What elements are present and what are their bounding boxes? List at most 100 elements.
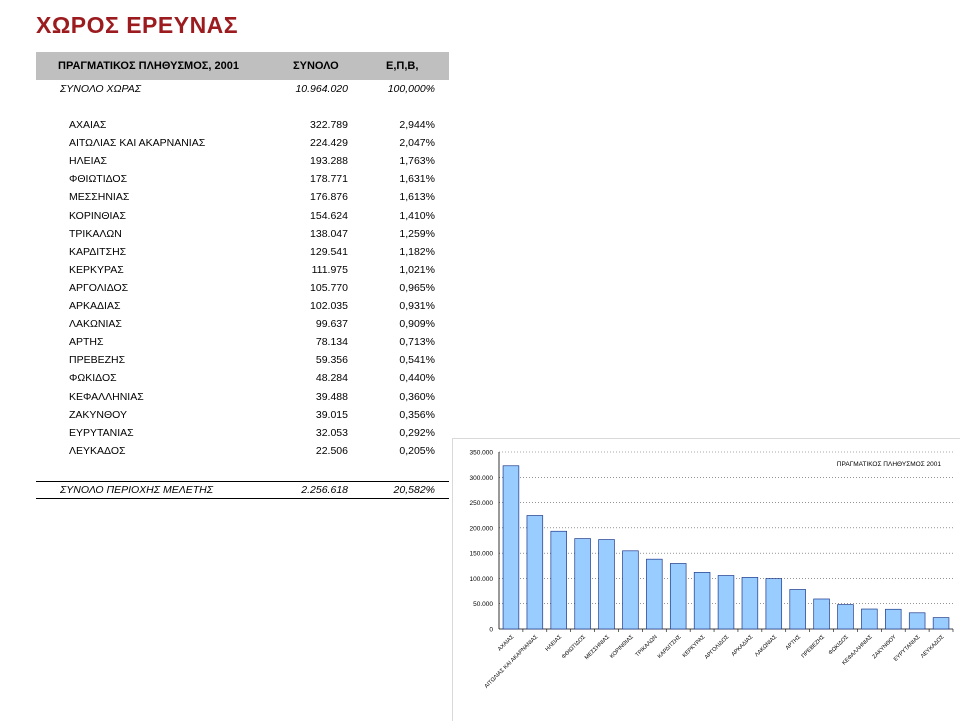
bar <box>813 598 830 630</box>
bar <box>598 539 615 630</box>
row-share: 0,541% <box>399 354 435 367</box>
row-label: ΚΑΡΔΙΤΣΗΣ <box>69 245 127 258</box>
row-label: ΖΑΚΥΝΘΟΥ <box>69 408 128 421</box>
row-value: 322.789 <box>310 119 348 131</box>
row-share: 1,259% <box>399 227 435 240</box>
row-value: 99.637 <box>315 318 348 331</box>
row-label: ΠΡΕΒΕΖΗΣ <box>69 354 126 367</box>
row-label: ΑΡΓΟΛΙΔΟΣ <box>69 281 129 294</box>
row-share: 100,000% <box>387 83 435 95</box>
row-share: 1,763% <box>399 155 435 168</box>
row-share: 1,631% <box>399 173 435 186</box>
divider <box>36 498 449 499</box>
header-share: Ε,Π,Β, <box>386 60 419 72</box>
row-label: ΦΘΙΩΤΙΔΟΣ <box>69 173 128 186</box>
row-share: 0,292% <box>399 426 435 439</box>
row-value: 59.356 <box>315 354 348 367</box>
bar <box>908 612 926 630</box>
row-value: 129.541 <box>310 245 348 258</box>
row-value: 176.876 <box>310 191 348 204</box>
row-label: ΤΡΙΚΑΛΩΝ <box>69 227 122 240</box>
row-label: ΛΕΥΚΑΔΟΣ <box>69 444 126 457</box>
row-value: 105.770 <box>310 281 348 294</box>
row-label: ΣΥΝΟΛΟ ΠΕΡΙΟΧΗΣ ΜΕΛΕΤΗΣ <box>60 484 214 496</box>
row-label: ΑΡΚΑΔΙΑΣ <box>69 300 121 312</box>
x-tick-label: ΜΕΣΣΗΝΙΑΣ <box>584 634 611 661</box>
row-share: 2,047% <box>399 137 435 150</box>
row-label: ΣΥΝΟΛΟ ΧΩΡΑΣ <box>60 83 141 95</box>
bar <box>885 608 902 630</box>
y-tick-label: 250.000 <box>470 500 494 507</box>
bar <box>932 617 950 630</box>
bar <box>693 572 711 630</box>
y-tick-label: 50.000 <box>473 601 493 608</box>
y-tick-label: 300.000 <box>470 475 494 482</box>
bar <box>550 530 567 630</box>
row-label: ΚΕΡΚΥΡΑΣ <box>69 263 124 276</box>
row-share: 0,360% <box>399 390 435 403</box>
chart-container: 0 50.000 100.000 150.000 200.000 250.000 300.0… <box>452 438 960 721</box>
row-label: ΜΕΣΣΗΝΙΑΣ <box>69 191 130 204</box>
row-value: 10.964.020 <box>295 83 348 95</box>
x-tick-label: ΛΑΚΩΝΙΑΣ <box>754 634 779 659</box>
row-label: ΦΩΚΙΔΟΣ <box>69 372 117 385</box>
row-share: 0,205% <box>399 444 435 457</box>
row-share: 1,410% <box>399 209 435 222</box>
x-tick-label: ΚΑΡΔΙΤΣΗΣ <box>657 634 683 660</box>
x-tick-label: ΦΩΚΙΔΟΣ <box>828 634 851 657</box>
bar <box>502 465 520 630</box>
row-label: ΑΧΑΙΑΣ <box>69 119 107 131</box>
y-tick-label: 350.000 <box>470 450 494 457</box>
x-tick-label: ΗΛΕΙΑΣ <box>545 634 564 653</box>
x-tick-label: ΚΟΡΙΝΘΙΑΣ <box>609 634 635 660</box>
row-share: 1,021% <box>399 263 435 276</box>
row-share: 20,582% <box>393 484 435 496</box>
row-label: ΑΡΤΗΣ <box>69 336 104 349</box>
row-label: ΛΑΚΩΝΙΑΣ <box>69 318 122 331</box>
x-tick-label: ΤΡΙΚΑΛΩΝ <box>635 634 659 658</box>
row-value: 138.047 <box>310 227 348 240</box>
y-tick-label: 100.000 <box>470 576 494 583</box>
row-share: 0,909% <box>399 318 435 331</box>
row-value: 48.284 <box>315 372 348 385</box>
row-value: 193.288 <box>310 155 348 168</box>
row-share: 1,613% <box>399 191 435 204</box>
row-value: 102.035 <box>310 300 348 312</box>
row-value: 2.256.618 <box>301 484 348 496</box>
row-share: 0,713% <box>399 336 435 349</box>
legend-label: ΠΡΑΓΜΑΤΙΚΟΣ ΠΛΗΘΥΣΜΟΣ 2001 <box>837 461 942 468</box>
header-population: ΠΡΑΓΜΑΤΙΚΟΣ ΠΛΗΘΥΣΜΟΣ, 2001 <box>58 60 239 72</box>
y-tick-label: 0 <box>489 627 493 634</box>
row-label: ΚΟΡΙΝΘΙΑΣ <box>69 209 126 222</box>
row-value: 154.624 <box>310 209 348 222</box>
bar <box>574 538 591 630</box>
row-share: 0,931% <box>399 300 435 312</box>
row-share: 0,965% <box>399 281 435 294</box>
bar <box>717 575 735 630</box>
page-title: ΧΩΡΟΣ ΕΡΕΥΝΑΣ <box>36 12 239 38</box>
row-value: 39.015 <box>315 408 348 421</box>
row-label: ΑΙΤΩΛΙΑΣ ΚΑΙ ΑΚΑΡΝΑΝΙΑΣ <box>69 137 206 150</box>
row-value: 32.053 <box>315 426 348 439</box>
y-tick-label: 150.000 <box>470 551 494 558</box>
x-tick-label: ΛΕΥΚΑΔΟΣ <box>920 634 946 660</box>
row-value: 178.771 <box>310 173 348 186</box>
bar-chart: 0 50.000 100.000 150.000 200.000 250.000 300.0… <box>470 450 954 690</box>
divider <box>36 481 449 482</box>
row-label: ΕΥΡΥΤΑΝΙΑΣ <box>69 426 134 439</box>
bar <box>646 558 663 630</box>
header-total: ΣΥΝΟΛΟ <box>293 60 339 72</box>
table-header: ΠΡΑΓΜΑΤΙΚΟΣ ΠΛΗΘΥΣΜΟΣ, 2001 ΣΥΝΟΛΟ Ε,Π,Β… <box>36 52 449 80</box>
x-tick-label: ΑΡΚΑΔΙΑΣ <box>731 634 755 658</box>
population-table: ΠΡΑΓΜΑΤΙΚΟΣ ΠΛΗΘΥΣΜΟΣ, 2001 ΣΥΝΟΛΟ Ε,Π,Β… <box>36 52 449 499</box>
x-tick-label: ΑΡΓΟΛΙΔΟΣ <box>704 634 731 661</box>
y-tick-label: 200.000 <box>470 525 494 532</box>
row-value: 78.134 <box>315 336 348 349</box>
bar <box>789 589 806 630</box>
row-share: 0,356% <box>399 408 435 421</box>
bar <box>622 550 639 630</box>
row-value: 111.975 <box>311 263 348 276</box>
x-tick-label: ΑΧΑΙΑΣ <box>497 634 516 653</box>
row-value: 224.429 <box>310 137 348 150</box>
row-label: ΗΛΕΙΑΣ <box>69 155 108 168</box>
